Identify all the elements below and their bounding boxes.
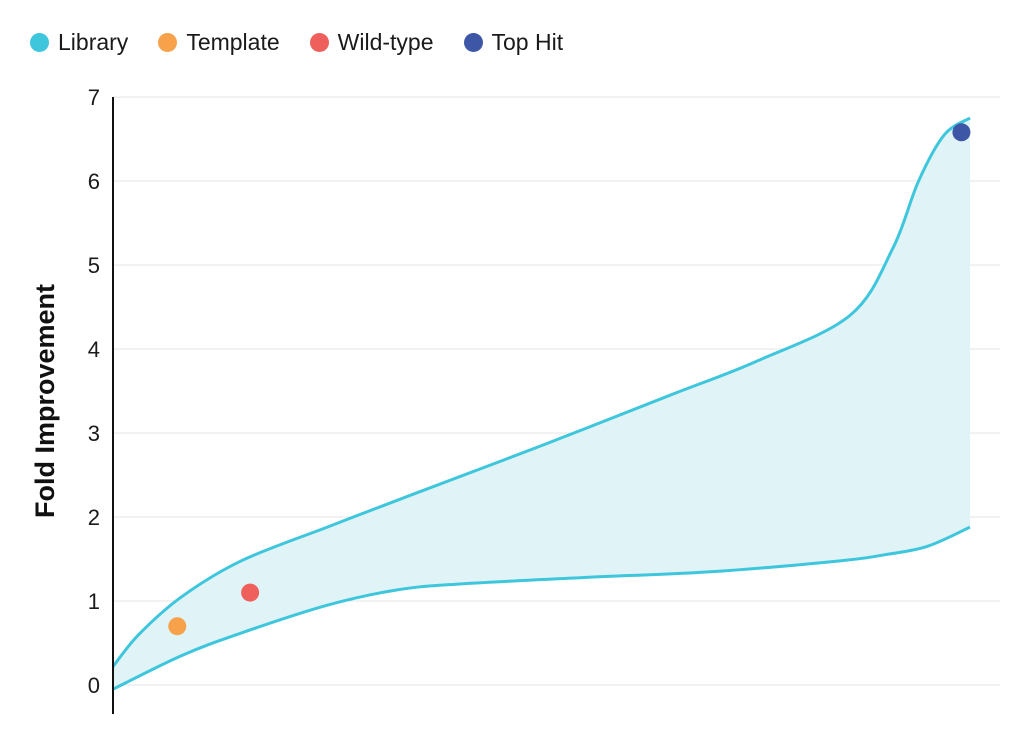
legend-swatch-wild-type [309, 32, 329, 52]
legend-item-template: Template [158, 28, 280, 56]
library-band [111, 116, 971, 691]
y-axis-label: Fold Improvement [30, 284, 60, 518]
legend-label-library: Library [58, 28, 129, 55]
y-tick-labels: 0 1 2 3 4 5 6 7 [88, 85, 100, 698]
legend-label-wild-type: Wild-type [337, 28, 434, 55]
legend-item-top-hit: Top Hit [463, 28, 564, 56]
library-upper-line [111, 116, 971, 668]
y-tick-label-3: 3 [88, 421, 100, 446]
library-band-fill [113, 118, 970, 690]
y-tick-label-2: 2 [88, 505, 100, 530]
y-tick-label-5: 5 [88, 253, 100, 278]
legend-label-top-hit: Top Hit [491, 28, 564, 55]
y-tick-label-6: 6 [88, 169, 100, 194]
library-lower-line [112, 525, 971, 691]
point-template [168, 617, 187, 636]
y-tick-label-1: 1 [88, 589, 100, 614]
y-tick-label-0: 0 [88, 673, 100, 698]
legend-swatch-template [158, 32, 178, 52]
chart-legend: Library Template Wild-type Top Hit [30, 26, 563, 58]
point-top-hit [952, 123, 971, 142]
data-points [168, 123, 971, 636]
legend-item-library: Library [30, 29, 128, 56]
legend-swatch-library [30, 32, 49, 52]
legend-item-wild-type: Wild-type [309, 28, 434, 56]
legend-label-template: Template [186, 28, 280, 55]
y-tick-label-4: 4 [88, 337, 100, 362]
legend-swatch-top-hit [463, 32, 483, 52]
point-wild-type [241, 583, 260, 602]
y-tick-label-7: 7 [88, 85, 100, 110]
